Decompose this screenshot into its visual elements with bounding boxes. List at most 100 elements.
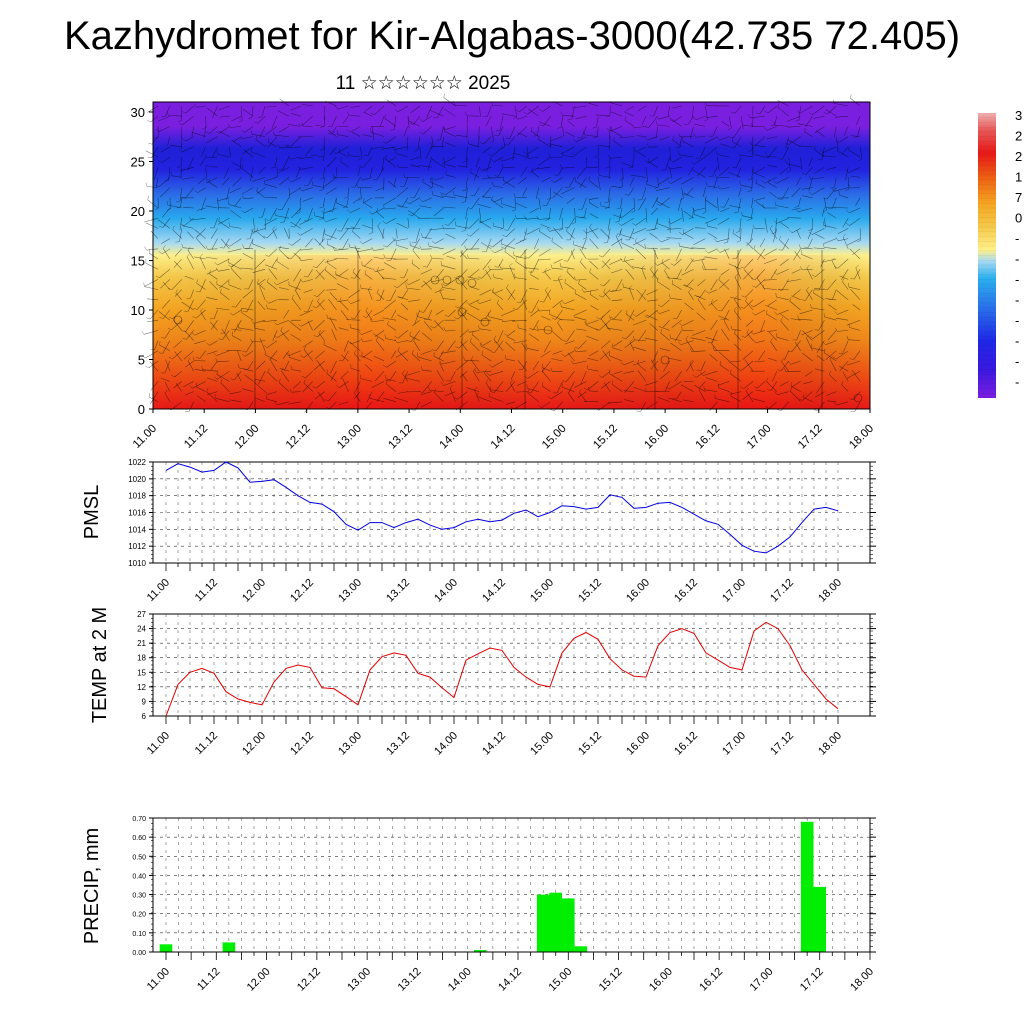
wind-barb <box>834 177 837 188</box>
calm-marker <box>853 393 863 403</box>
wind-barb <box>670 338 682 341</box>
wind-barb <box>283 309 290 319</box>
wind-barb-flag <box>383 245 388 248</box>
wind-barb-flag <box>369 318 373 323</box>
chart-title: Kazhydromet for Kir-Algabas-3000(42.735 … <box>63 14 961 58</box>
wind-barb <box>646 401 658 409</box>
x-tick-label: 13.12 <box>384 730 412 758</box>
wind-barb <box>646 184 658 188</box>
wind-barb-flag <box>346 129 351 133</box>
wind-barb <box>746 332 754 341</box>
wind-barb-flag <box>289 388 292 393</box>
wind-barb <box>609 258 623 265</box>
wind-barb-flag <box>849 94 852 99</box>
wind-barb <box>424 228 432 240</box>
wind-barb-flag <box>344 196 349 199</box>
wind-barb <box>328 391 337 402</box>
wind-barb <box>158 177 171 188</box>
wind-barb <box>711 343 718 351</box>
wind-barb-flag <box>473 367 476 372</box>
wind-barb <box>510 383 516 392</box>
wind-barb <box>241 146 254 155</box>
wind-barb <box>826 391 837 396</box>
wind-barb-flag <box>731 137 734 142</box>
wind-barb <box>475 156 480 168</box>
wind-barb <box>381 146 397 150</box>
wind-barb <box>589 390 599 392</box>
wind-barb <box>330 360 337 374</box>
wind-barb <box>839 194 849 199</box>
wind-barb-flag <box>672 136 674 141</box>
wind-barb <box>792 228 801 234</box>
wind-barb-flag <box>600 202 602 207</box>
wind-barb <box>435 340 444 351</box>
wind-barb <box>204 126 206 138</box>
wind-barb <box>460 341 468 351</box>
wind-barb <box>546 197 551 206</box>
wind-barb-flag <box>324 399 329 402</box>
wind-barb <box>406 287 420 290</box>
wind-barb <box>412 319 420 327</box>
wind-barb-flag <box>718 275 721 280</box>
wind-barb <box>659 136 670 141</box>
wind-barb <box>625 105 635 112</box>
precip-bar <box>474 950 487 952</box>
wind-barb <box>252 218 256 233</box>
chart-subtitle: 11 ☆☆☆☆☆☆ 2025 <box>335 73 511 94</box>
wind-barb <box>686 360 694 372</box>
wind-barb-flag <box>611 380 614 385</box>
wind-barb-flag <box>823 111 828 115</box>
wind-barb <box>675 248 682 262</box>
wind-barb <box>632 228 647 235</box>
wind-barb <box>470 172 480 178</box>
wind-barb <box>277 110 290 117</box>
wind-barb-flag <box>274 401 278 406</box>
wind-barb <box>509 265 516 280</box>
wind-barb <box>493 277 504 280</box>
wind-barb-flag <box>586 365 589 370</box>
wind-barb <box>657 281 670 290</box>
wind-barb <box>753 154 765 158</box>
wind-barb <box>381 277 397 280</box>
wind-barb <box>718 351 730 362</box>
wind-barb <box>150 381 159 391</box>
wind-barb <box>814 148 825 158</box>
wind-barb-flag <box>747 190 752 192</box>
wind-barb-flag <box>488 364 493 368</box>
wind-barb <box>681 187 684 199</box>
wind-barb <box>601 340 611 349</box>
wind-barb <box>719 166 730 177</box>
wind-barb-flag <box>382 140 387 144</box>
wind-barb-flag <box>685 335 689 340</box>
wind-barb-flag <box>850 411 855 413</box>
wind-barb <box>801 195 813 199</box>
wind-barb-flag <box>182 111 186 114</box>
wind-barb <box>620 162 635 168</box>
wind-barb <box>791 268 801 274</box>
wind-barb-flag <box>332 174 335 179</box>
wind-barb-flag <box>491 250 495 254</box>
wind-barb-flag <box>573 276 576 281</box>
wind-barb-flag <box>365 307 369 311</box>
wind-barb-flag <box>444 223 449 226</box>
wind-barb <box>529 328 539 331</box>
wind-barb-flag <box>734 296 737 300</box>
wind-barb <box>325 258 337 263</box>
wind-barb <box>519 248 528 258</box>
wind-barb <box>408 279 420 285</box>
wind-barb <box>420 391 432 395</box>
wind-barb-flag <box>678 133 681 137</box>
wind-barb-flag <box>650 266 653 270</box>
wind-barb <box>354 245 361 260</box>
colorbar-bands <box>978 112 996 399</box>
wind-barb-flag <box>714 238 717 242</box>
wind-barb <box>715 398 730 403</box>
wind-barb-flag <box>145 365 149 369</box>
wind-barb-flag <box>362 316 367 318</box>
wind-barb-flag <box>290 225 295 228</box>
wind-barb <box>283 227 290 239</box>
wind-barb-flag <box>214 376 218 380</box>
wind-barb <box>499 116 504 131</box>
wind-barb <box>188 401 194 412</box>
x-tick-label: 14.12 <box>496 966 524 994</box>
